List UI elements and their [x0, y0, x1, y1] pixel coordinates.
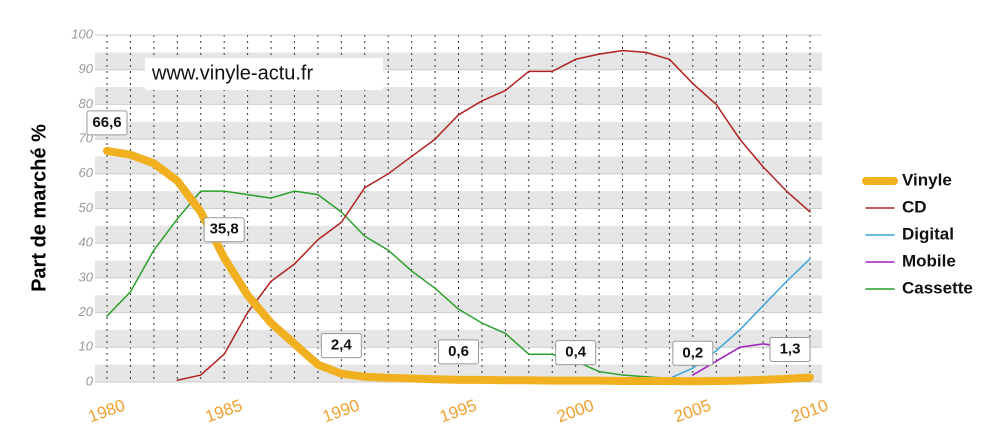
value-label-box — [320, 333, 362, 359]
value-label-box — [438, 339, 479, 365]
value-label-box — [555, 340, 597, 366]
y-tick-label: 30 — [79, 269, 94, 284]
value-label: 0,6 — [448, 343, 469, 360]
value-label-box — [769, 336, 811, 362]
y-tick-label: 50 — [79, 200, 94, 215]
line-series — [668, 258, 811, 380]
annotation: www.vinyle-actu.fr — [151, 62, 313, 84]
legend-label: Digital — [902, 224, 954, 243]
line-series — [103, 146, 814, 386]
y-tick-label: 10 — [79, 339, 94, 354]
grid-band — [95, 191, 822, 209]
x-tick-label: 1990 — [320, 396, 362, 427]
x-tick-label: 2010 — [789, 396, 831, 427]
value-label: 1,3 — [780, 340, 801, 357]
y-tick-label: 0 — [86, 373, 94, 388]
y-tick-label: 20 — [78, 304, 94, 319]
line-series — [176, 49, 811, 382]
y-tick-label: 40 — [79, 235, 94, 250]
grid-band — [95, 295, 822, 313]
y-tick-label: 60 — [79, 165, 94, 180]
grid-band — [95, 121, 822, 140]
x-tick-label: 1995 — [437, 396, 479, 427]
value-label-box — [672, 340, 714, 366]
value-label-box — [203, 217, 245, 243]
y-tick-label: 100 — [71, 26, 93, 41]
grid-band — [95, 156, 822, 174]
value-label: 2,4 — [331, 337, 353, 354]
x-tick-label: 1985 — [203, 396, 245, 427]
y-axis-label: Part de marché % — [28, 124, 50, 292]
y-tick-label: 80 — [79, 96, 94, 111]
value-label-box — [86, 110, 128, 136]
value-label: 0,2 — [682, 344, 703, 361]
legend-label: Vinyle — [902, 170, 952, 189]
legend-label: CD — [902, 197, 927, 216]
x-tick-label: 2005 — [671, 396, 713, 427]
value-label: 35,8 — [210, 221, 239, 238]
annotation-box — [145, 58, 383, 90]
legend-label: Mobile — [902, 251, 956, 270]
x-tick-label: 2000 — [554, 396, 596, 427]
x-tick-label: 1980 — [86, 396, 128, 427]
value-label: 66,6 — [92, 114, 121, 131]
value-label: 0,4 — [565, 344, 587, 361]
grid-band — [95, 329, 822, 348]
legend-label: Cassette — [902, 278, 973, 297]
y-tick-label: 90 — [79, 61, 94, 76]
